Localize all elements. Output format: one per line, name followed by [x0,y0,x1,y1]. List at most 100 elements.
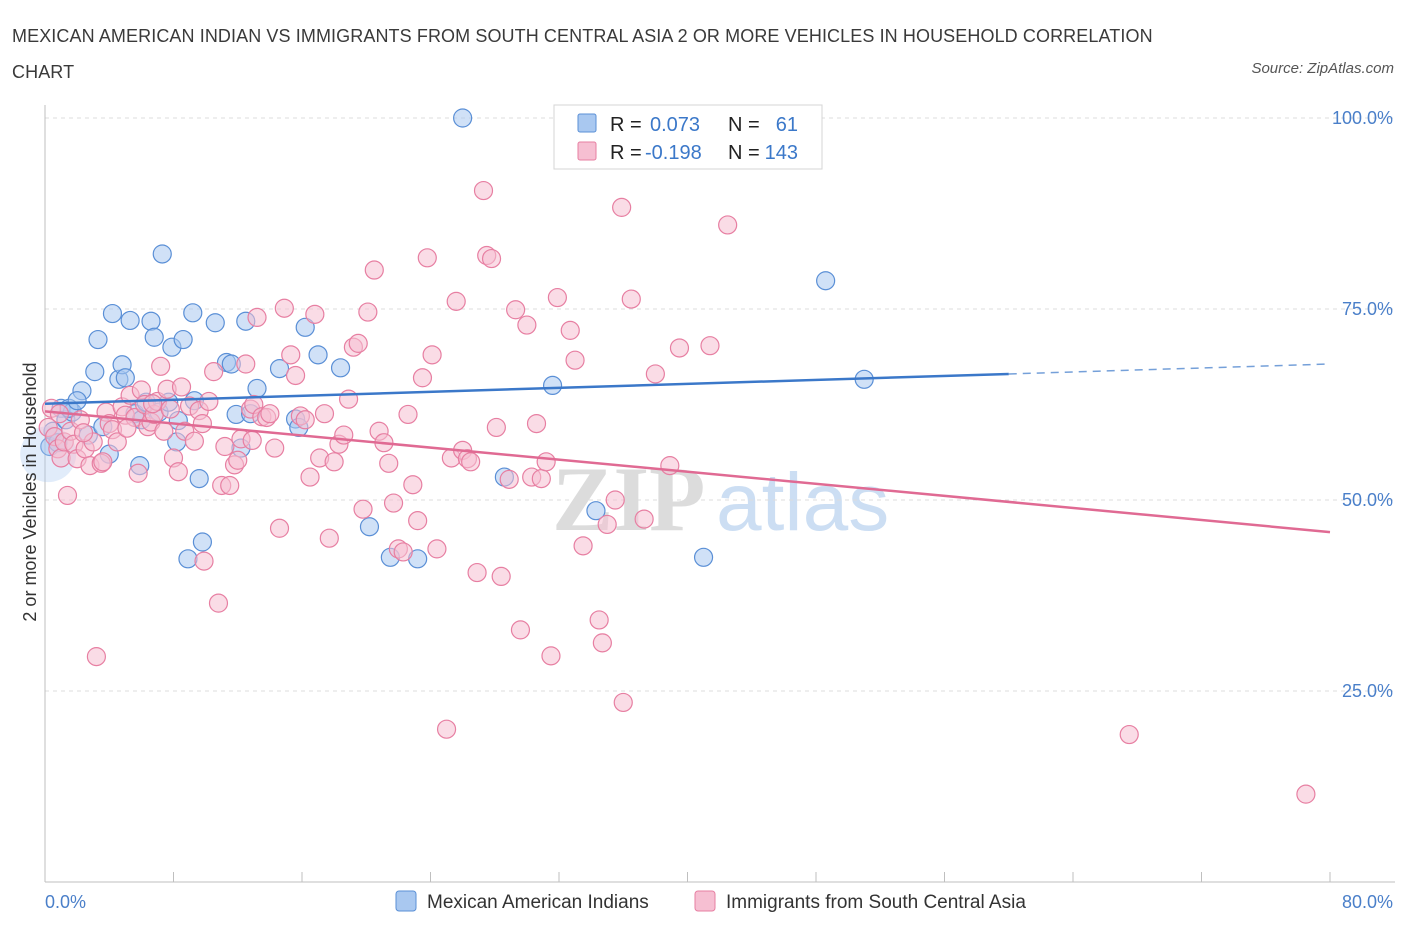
point-immigrant-south-central-asia [446,291,466,311]
point-immigrant-south-central-asia [358,302,378,322]
point-mexican-american-indian [308,345,328,365]
x-tick-label-min: 0.0% [45,892,86,912]
point-immigrant-south-central-asia [645,364,665,384]
point-immigrant-south-central-asia [128,463,148,483]
point-immigrant-south-central-asia [417,248,437,268]
point-immigrant-south-central-asia [364,260,384,280]
point-mexican-american-indian [115,368,135,388]
point-immigrant-south-central-asia [547,287,567,308]
point-mexican-american-indian [586,501,606,521]
series-immigrants-south-central-asia [38,180,1316,804]
series-legend-label-pink: Immigrants from South Central Asia [726,892,1026,913]
point-immigrant-south-central-asia [348,333,368,353]
point-immigrant-south-central-asia [192,414,213,434]
point-mexican-american-indian [269,358,290,379]
y-tick-labels: 25.0% 50.0% 75.0% 100.0% [1332,108,1393,701]
point-immigrant-south-central-asia [669,338,690,358]
point-immigrant-south-central-asia [168,462,188,482]
series-legend: Mexican American Indians Immigrants from… [395,890,1026,913]
point-immigrant-south-central-asia [107,432,127,452]
point-immigrant-south-central-asia [499,469,519,489]
point-immigrant-south-central-asia [634,509,654,529]
point-mexican-american-indian [453,108,473,128]
point-immigrant-south-central-asia [597,514,617,535]
point-immigrant-south-central-asia [93,452,113,472]
point-immigrant-south-central-asia [613,692,633,713]
point-mexican-american-indian [120,310,140,331]
point-mexican-american-indian [85,362,105,382]
y-tick-label: 25.0% [1342,681,1393,701]
point-immigrant-south-central-asia [160,399,180,419]
point-immigrant-south-central-asia [208,593,229,613]
point-mexican-american-indian [816,271,836,291]
point-immigrant-south-central-asia [403,475,423,495]
point-mexican-american-indian [144,327,164,347]
point-mexican-american-indian [141,311,161,331]
series-legend-swatch-blue [395,890,417,912]
y-tick-label: 50.0% [1342,490,1393,510]
point-immigrant-south-central-asia [260,404,280,424]
point-immigrant-south-central-asia [467,562,487,583]
point-immigrant-south-central-asia [526,414,547,434]
watermark-atlas: atlas [716,457,889,548]
point-immigrant-south-central-asia [436,719,457,739]
point-immigrant-south-central-asia [1119,724,1139,745]
point-immigrant-south-central-asia [510,620,531,640]
point-mexican-american-indian [247,378,267,399]
legend-n-label-pink: N = [728,142,760,164]
point-mexican-american-indian [295,317,315,337]
point-immigrant-south-central-asia [334,425,354,445]
point-immigrant-south-central-asia [422,345,442,365]
point-immigrant-south-central-asia [184,431,204,451]
point-immigrant-south-central-asia [461,452,481,472]
point-immigrant-south-central-asia [408,511,428,531]
y-axis-label: 2 or more Vehicles in Household [20,362,40,621]
point-mexican-american-indian [359,517,380,537]
point-immigrant-south-central-asia [353,499,373,519]
point-immigrant-south-central-asia [117,418,137,438]
legend-n-value-pink: 143 [765,142,798,164]
point-mexican-american-indian [178,549,198,569]
point-immigrant-south-central-asia [314,404,335,424]
point-immigrant-south-central-asia [215,436,235,457]
trend-line-blue [44,372,1009,405]
point-immigrant-south-central-asia [481,248,502,269]
point-immigrant-south-central-asia [491,566,511,587]
legend-r-value-blue: 0.073 [650,114,700,136]
point-immigrant-south-central-asia [660,456,680,476]
legend-r-label-blue: R = [610,114,642,136]
point-immigrant-south-central-asia [300,467,320,487]
axes [44,105,1395,883]
point-immigrant-south-central-asia [718,215,738,235]
trend-line-pink [44,410,1331,534]
point-mexican-american-indian [88,329,108,350]
point-immigrant-south-central-asia [506,300,526,320]
point-immigrant-south-central-asia [589,610,609,630]
point-mexican-american-indian [693,547,714,567]
point-immigrant-south-central-asia [605,490,625,510]
point-immigrant-south-central-asia [73,423,94,443]
point-immigrant-south-central-asia [319,528,339,548]
trend-lines [44,363,1331,534]
point-immigrant-south-central-asia [1296,784,1316,804]
point-immigrant-south-central-asia [265,438,285,458]
point-mexican-american-indian [183,303,203,323]
point-mexican-american-indian [542,375,563,395]
point-immigrant-south-central-asia [517,315,537,335]
point-immigrant-south-central-asia [531,469,551,489]
point-immigrant-south-central-asia [427,539,447,559]
point-immigrant-south-central-asia [228,450,248,470]
correlation-legend: R = 0.073 N = 61 R = -0.198 N = 143 [553,104,823,170]
point-mexican-american-indian [173,329,193,350]
point-mexican-american-indian [192,532,213,552]
point-immigrant-south-central-asia [236,354,256,374]
point-immigrant-south-central-asia [143,394,163,414]
point-mexican-american-indian [330,358,351,378]
point-immigrant-south-central-asia [247,307,267,328]
point-immigrant-south-central-asia [565,350,585,370]
point-immigrant-south-central-asia [621,289,641,309]
point-immigrant-south-central-asia [51,448,71,468]
point-immigrant-south-central-asia [204,362,224,382]
chart-title: MEXICAN AMERICAN INDIAN VS IMMIGRANTS FR… [12,26,1153,82]
